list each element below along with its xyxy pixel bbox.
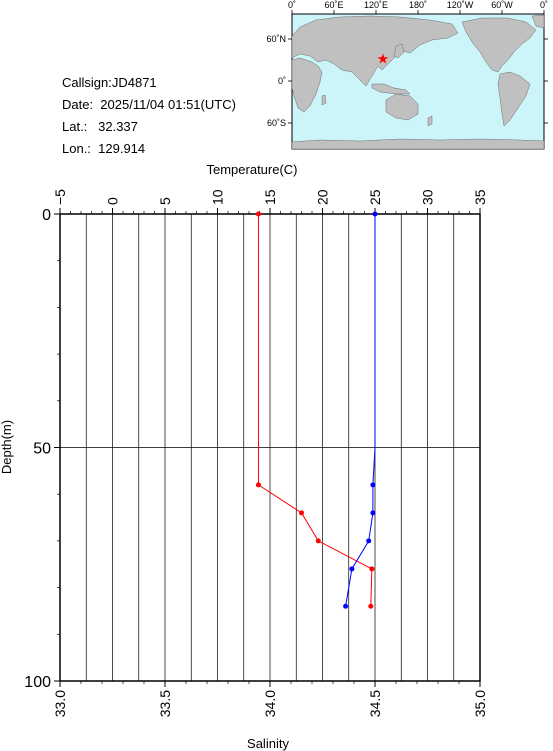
temperature-axis-label: Temperature(C) xyxy=(206,162,297,177)
date-label: Date: 2025/11/04 01:51(UTC) xyxy=(62,97,236,112)
salinity-point xyxy=(372,211,378,217)
location-map: 0˚ 60˚E 120˚E 180˚ 120˚W 60˚W 0˚ 60˚N 0˚… xyxy=(266,0,548,150)
map-top-tick-0: 0˚ xyxy=(288,0,296,10)
temperature-point xyxy=(315,538,321,544)
temperature-tick-label: 25 xyxy=(367,189,383,205)
station-info: Callsign:JD4871 Date: 2025/11/04 01:51(U… xyxy=(62,72,236,160)
salinity-tick-label: 33.5 xyxy=(157,690,173,717)
location-marker-icon: ★ xyxy=(377,50,390,66)
map-top-tick-2: 120˚E xyxy=(364,0,388,10)
salinity-axis-label: Salinity xyxy=(247,736,289,751)
map-left-tick-0: 60˚N xyxy=(266,34,286,44)
salinity-point xyxy=(366,538,372,544)
salinity-point xyxy=(349,566,355,572)
longitude-label: Lon.: 129.914 xyxy=(62,141,146,156)
salinity-point xyxy=(343,603,349,609)
salinity-tick-label: 33.0 xyxy=(52,690,68,717)
temperature-point xyxy=(255,211,261,217)
temperature-line xyxy=(257,214,373,607)
salinity-point xyxy=(370,510,376,516)
temperature-tick-label: 15 xyxy=(262,189,278,205)
temperature-tick-label: 5 xyxy=(157,197,173,205)
depth-tick-label: 100 xyxy=(24,674,51,691)
temperature-tick-label: 0 xyxy=(105,197,121,205)
temperature-point xyxy=(299,510,304,516)
map-left-tick-1: 0˚ xyxy=(278,76,286,86)
map-top-tick-3: 180˚ xyxy=(409,0,427,10)
temperature-tick-label: 20 xyxy=(315,189,331,205)
temperature-tick-label: 35 xyxy=(472,189,488,205)
map-top-tick-4: 120˚W xyxy=(447,0,474,10)
salinity-tick-label: 34.5 xyxy=(367,690,383,717)
map-land xyxy=(291,14,545,150)
temperature-tick-label: 10 xyxy=(210,189,226,205)
map-top-tick-5: 60˚W xyxy=(491,0,513,10)
salinity-line xyxy=(345,214,376,607)
map-ticks xyxy=(288,10,548,124)
map-top-tick-6: 0˚ xyxy=(540,0,548,10)
latitude-label: Lat.: 32.337 xyxy=(62,119,138,134)
map-left-tick-2: 60˚S xyxy=(267,118,286,128)
chart-grid xyxy=(60,214,480,681)
chart-series xyxy=(255,211,378,609)
callsign-label: Callsign:JD4871 xyxy=(62,75,157,90)
temperature-tick-label: −5 xyxy=(52,189,68,205)
temperature-point xyxy=(255,482,261,488)
salinity-tick-label: 35.0 xyxy=(472,690,488,717)
depth-axis-label: Depth(m) xyxy=(0,420,14,474)
depth-tick-label: 0 xyxy=(42,207,51,224)
depth-tick-label: 50 xyxy=(33,441,51,458)
temperature-tick-label: 30 xyxy=(420,189,436,205)
temperature-point xyxy=(368,603,374,609)
salinity-tick-label: 34.0 xyxy=(262,690,278,717)
salinity-point xyxy=(370,482,376,488)
map-top-tick-1: 60˚E xyxy=(324,0,343,10)
temperature-point xyxy=(369,566,375,572)
